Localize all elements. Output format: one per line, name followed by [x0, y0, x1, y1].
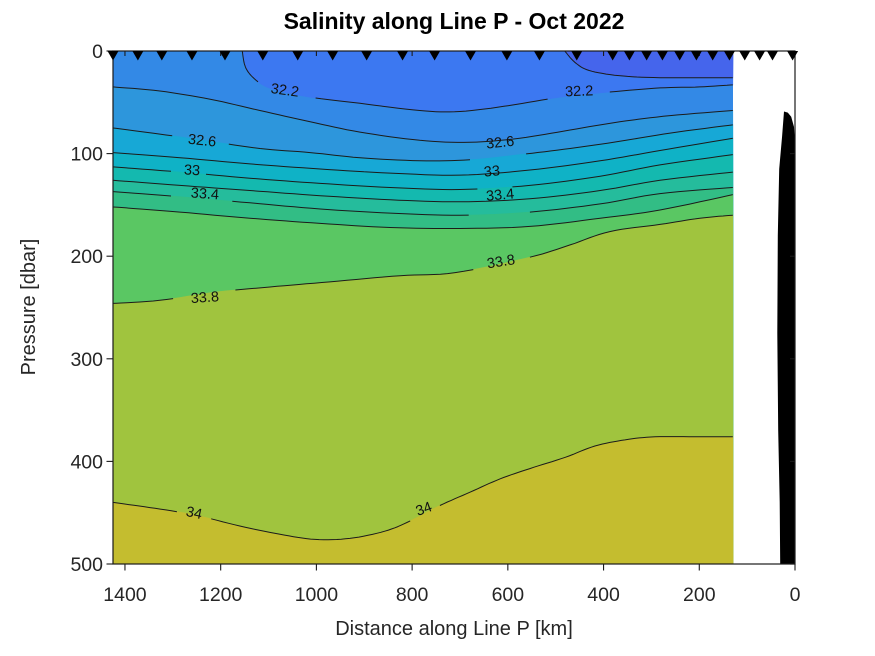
station-marker	[690, 51, 702, 61]
tick-labels: 1400 1200 1000 800 600 400 200 0 0 100 200 300 400 50…	[70, 41, 800, 606]
station-marker	[754, 51, 766, 61]
contour-label-33.8: 33.8	[486, 252, 516, 272]
contour-line-33.2	[112, 171, 733, 203]
contour-line-33.8	[235, 269, 474, 291]
y-axis-label: Pressure [dbar]	[18, 238, 40, 376]
station-marker	[501, 51, 513, 61]
station-marker	[739, 51, 751, 61]
x-tick-label: 1400	[103, 584, 147, 606]
station-marker	[327, 51, 339, 61]
station-marker	[132, 51, 144, 61]
contour-label-33.4: 33.4	[485, 186, 515, 204]
station-marker	[257, 51, 269, 61]
x-tick-label: 800	[396, 584, 429, 606]
contour-line-33.8	[112, 298, 174, 304]
x-axis-label: Distance along Line P [km]	[335, 618, 573, 640]
contour-bands	[112, 50, 734, 565]
contour-line-32.2	[609, 84, 733, 93]
contour-label-33: 33	[483, 163, 500, 180]
station-marker	[292, 51, 304, 61]
plot-title: Salinity along Line P - Oct 2022	[283, 8, 625, 34]
station-marker	[656, 51, 668, 61]
contour-line-34	[211, 518, 411, 541]
station-marker	[607, 51, 619, 61]
contour-line-33	[112, 166, 172, 172]
contour-label-32.6: 32.6	[485, 134, 515, 153]
station-marker	[361, 51, 373, 61]
contour-line-33.4	[112, 191, 172, 197]
contour-label-33: 33	[184, 162, 201, 179]
station-marker	[397, 51, 409, 61]
station-marker	[571, 51, 583, 61]
station-marker	[674, 51, 686, 61]
contour-label-34: 34	[414, 499, 435, 520]
station-marker	[707, 51, 719, 61]
station-marker	[623, 51, 635, 61]
station-marker	[156, 51, 168, 61]
contour-label-32.6: 32.6	[187, 132, 217, 151]
contour-labels: 32.2 32.2 32.6 32.6 33 33 33.4 33.4 33.8 33.8 34 34	[184, 81, 594, 523]
contour-label-34: 34	[184, 504, 203, 523]
contour-label-32.2: 32.2	[270, 81, 300, 101]
contour-line-33.6	[112, 194, 733, 229]
station-markers	[107, 51, 799, 61]
contour-label-33.8: 33.8	[190, 289, 219, 307]
contour-line-32.4	[112, 86, 733, 143]
contour-line-32	[564, 50, 733, 79]
y-tick-label: 100	[70, 144, 103, 166]
station-marker	[186, 51, 198, 61]
y-tick-label: 500	[70, 554, 103, 576]
contour-line-33	[512, 154, 733, 188]
contour-label-32.2: 32.2	[565, 83, 594, 100]
contour-line-33.4	[232, 200, 469, 216]
x-tick-label: 1200	[199, 584, 243, 606]
station-marker	[641, 51, 653, 61]
x-tick-label: 0	[790, 584, 801, 606]
contour-line-32.8	[112, 137, 733, 176]
contour-line-32.2	[315, 97, 548, 113]
x-tick-label: 200	[683, 584, 716, 606]
contour-line-33.8	[529, 214, 733, 258]
contour-line-33.4	[529, 187, 733, 213]
x-tick-label: 1000	[295, 584, 339, 606]
contour-label-33.4: 33.4	[190, 185, 219, 203]
station-marker	[465, 51, 477, 61]
station-marker	[723, 51, 735, 61]
station-marker	[219, 51, 231, 61]
station-marker	[787, 51, 799, 61]
station-marker	[767, 51, 779, 61]
contour-line-34	[112, 501, 177, 513]
contour-line-32.2	[241, 50, 259, 83]
y-tick-label: 400	[70, 451, 103, 473]
contour-line-34	[439, 436, 733, 506]
axes-box	[112, 50, 796, 565]
station-marker	[107, 51, 119, 61]
y-tick-label: 0	[92, 41, 103, 63]
station-marker	[429, 51, 441, 61]
x-tick-label: 400	[587, 584, 620, 606]
station-marker	[533, 51, 545, 61]
y-tick-label: 300	[70, 349, 103, 371]
contour-line-32.6	[112, 127, 173, 137]
x-tick-label: 600	[492, 584, 525, 606]
contour-line-33	[205, 173, 478, 191]
contour-line-32.6	[228, 143, 471, 162]
contour-line-32.6	[526, 124, 733, 155]
bathymetry-mask	[777, 111, 795, 564]
y-tick-label: 200	[70, 246, 103, 268]
